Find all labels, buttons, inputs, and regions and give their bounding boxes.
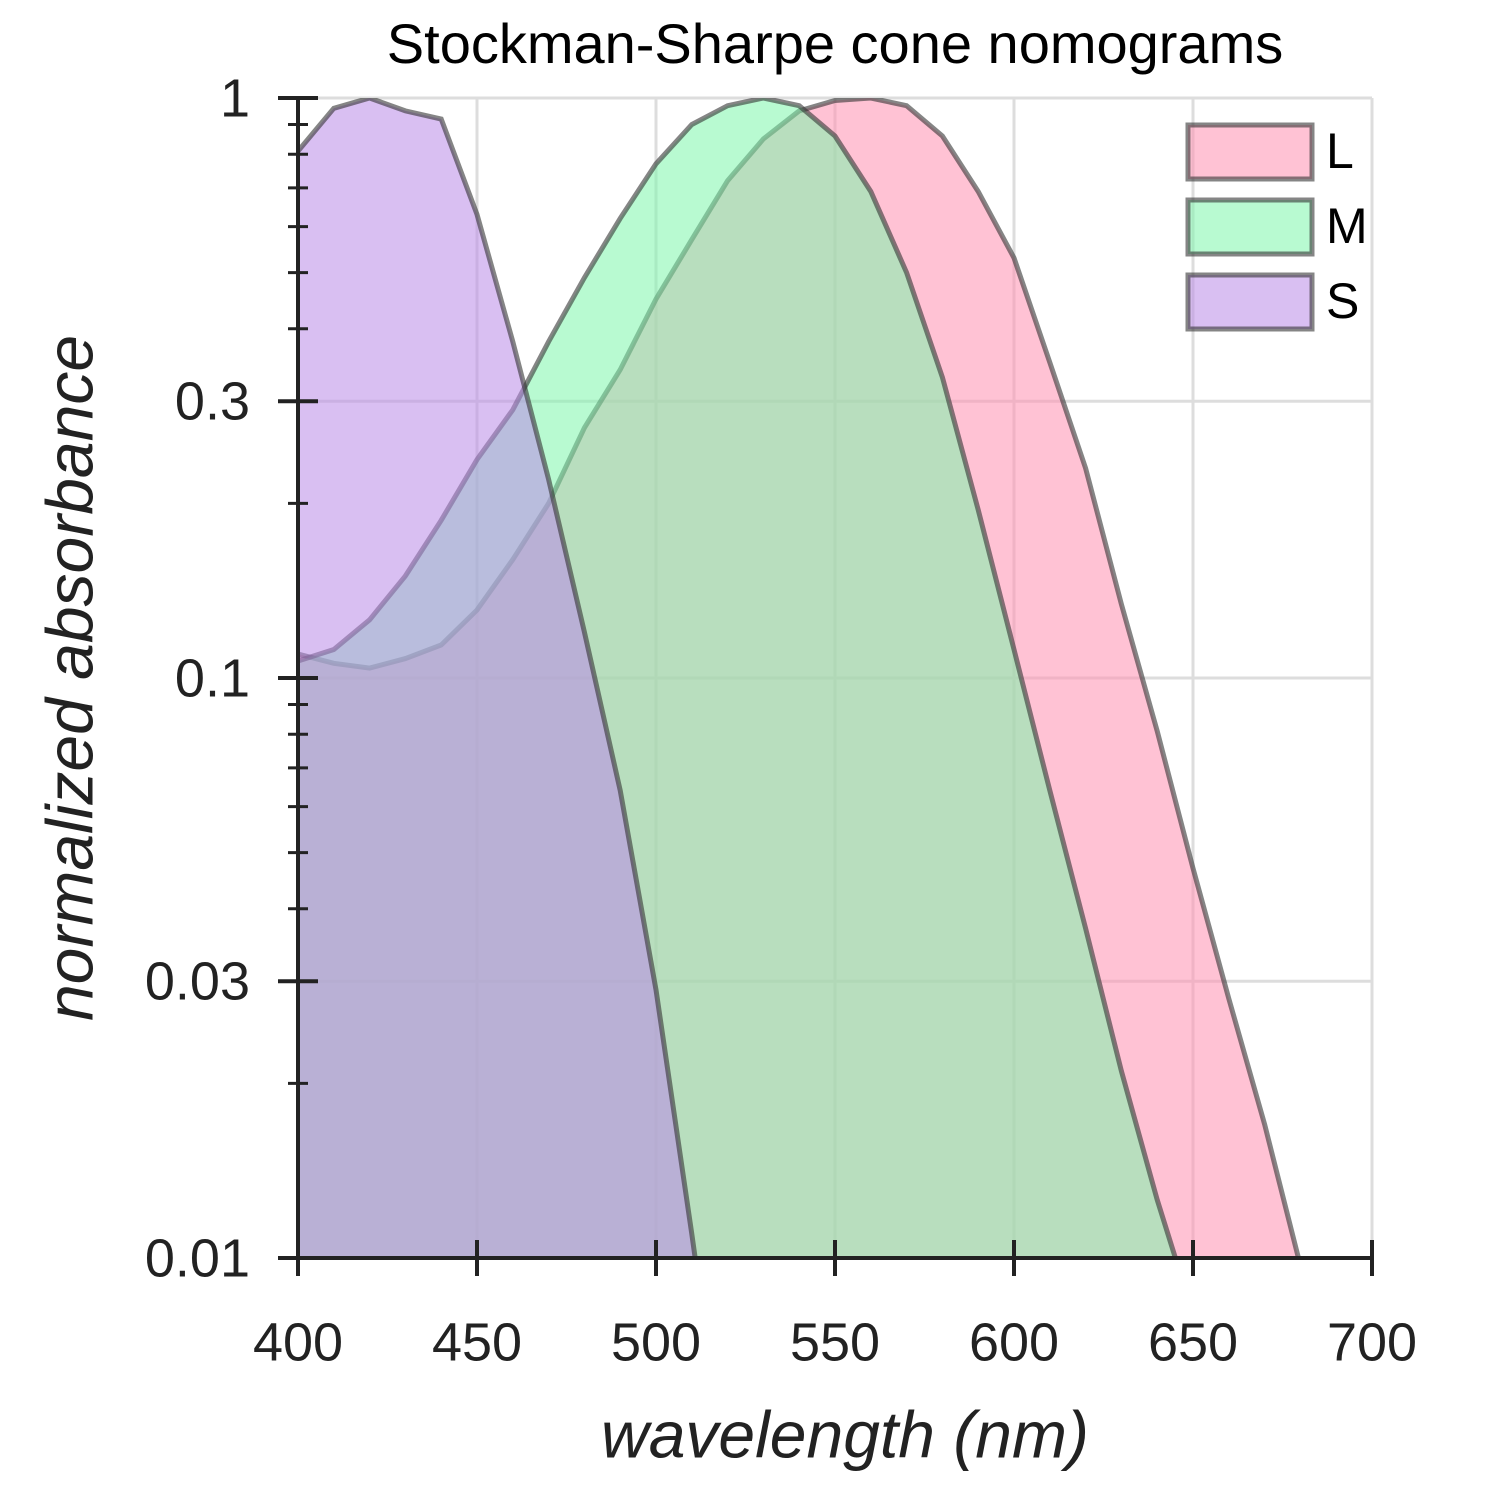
x-axis-label: wavelength (nm) <box>601 1397 1089 1471</box>
legend-swatch <box>1185 197 1315 257</box>
chart-title: Stockman-Sharpe cone nomograms <box>387 12 1283 75</box>
legend-label: M <box>1326 198 1368 254</box>
y-tick-label: 0.03 <box>145 952 250 1012</box>
x-tick-label: 550 <box>790 1312 880 1372</box>
legend-label: L <box>1326 123 1354 179</box>
x-tick-label: 600 <box>969 1312 1059 1372</box>
y-tick-label: 0.1 <box>175 648 250 708</box>
legend-label: S <box>1326 273 1359 329</box>
x-tick-label: 500 <box>611 1312 701 1372</box>
legend-swatch <box>1185 272 1315 332</box>
legend-swatch <box>1185 122 1315 182</box>
y-axis-label: normalized absorbance <box>32 335 106 1021</box>
y-tick-label: 0.01 <box>145 1228 250 1288</box>
y-tick-label: 0.3 <box>175 372 250 432</box>
x-tick-label: 700 <box>1327 1312 1417 1372</box>
series-line <box>298 98 698 1258</box>
y-tick-label: 1 <box>220 68 250 128</box>
x-tick-label: 650 <box>1148 1312 1238 1372</box>
area-fill <box>298 98 696 1258</box>
x-tick-label: 450 <box>432 1312 522 1372</box>
plot-area <box>298 98 1302 1258</box>
x-tick-label: 400 <box>253 1312 343 1372</box>
